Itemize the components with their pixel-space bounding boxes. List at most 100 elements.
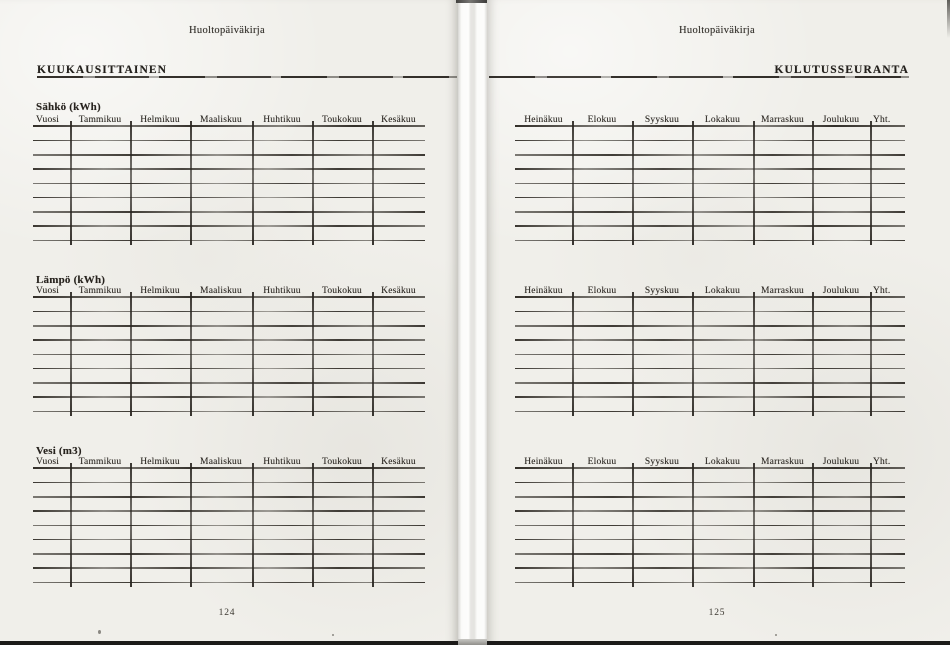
page-right: Huoltopäiväkirja KULUTUSSEURANTA 125 Hei… bbox=[487, 0, 950, 645]
column-divider bbox=[130, 121, 132, 245]
table-row bbox=[515, 156, 905, 171]
table-row bbox=[515, 198, 905, 213]
table-grid bbox=[515, 463, 905, 587]
table-row bbox=[515, 327, 905, 342]
column-header: Joulukuu bbox=[822, 286, 860, 296]
page-title-right: KULUTUSSEURANTA bbox=[774, 64, 909, 76]
column-header: Kesäkuu bbox=[381, 286, 416, 296]
title-rule-left bbox=[37, 76, 457, 78]
column-divider bbox=[130, 463, 132, 587]
scan-bottom-gutter-highlight bbox=[458, 639, 487, 645]
scan-edge-artifact bbox=[947, 0, 950, 38]
column-header: Syyskuu bbox=[644, 115, 680, 125]
column-divider bbox=[632, 292, 634, 416]
table-row bbox=[33, 540, 425, 555]
page-left: Huoltopäiväkirja KUUKAUSITTAINEN 124 Säh… bbox=[0, 0, 458, 645]
table-row bbox=[515, 483, 905, 498]
table-row bbox=[515, 298, 905, 313]
column-header: Huhtikuu bbox=[263, 286, 301, 296]
column-header: Marraskuu bbox=[761, 457, 804, 467]
column-header: Elokuu bbox=[587, 286, 617, 296]
table-row bbox=[33, 355, 425, 370]
column-header: Helmikuu bbox=[140, 457, 180, 467]
column-divider bbox=[753, 292, 755, 416]
table-row bbox=[33, 398, 425, 413]
column-header: Elokuu bbox=[587, 457, 617, 467]
paper-speck bbox=[775, 634, 777, 636]
table-header-row: Vuosi Tammikuu Helmikuu Maaliskuu Huhtikuu To… bbox=[33, 456, 425, 469]
consumption-table: Heinäkuu Elokuu Syyskuu Lokakuu Marraskuu Jou… bbox=[515, 285, 905, 417]
section-label: Lämpö (kWh) bbox=[36, 274, 106, 286]
table-row bbox=[515, 398, 905, 413]
table-row bbox=[33, 569, 425, 584]
table-row bbox=[515, 569, 905, 584]
table-header-row: Heinäkuu Elokuu Syyskuu Lokakuu Marraskuu Jou… bbox=[515, 285, 905, 298]
table-row bbox=[515, 227, 905, 242]
column-header: Huhtikuu bbox=[263, 115, 301, 125]
column-divider bbox=[572, 292, 574, 416]
table-grid bbox=[33, 292, 425, 416]
consumption-table: Vuosi Tammikuu Helmikuu Maaliskuu Huhtikuu To… bbox=[33, 456, 425, 588]
column-header: Lokakuu bbox=[704, 115, 741, 125]
column-header: Tammikuu bbox=[78, 115, 122, 125]
column-header: Maaliskuu bbox=[200, 457, 242, 467]
column-header: Helmikuu bbox=[140, 115, 180, 125]
column-header: Yht. bbox=[873, 115, 891, 125]
column-header: Joulukuu bbox=[822, 115, 860, 125]
column-divider bbox=[870, 292, 872, 416]
table-grid bbox=[33, 463, 425, 587]
table-row bbox=[515, 369, 905, 384]
column-divider bbox=[753, 121, 755, 245]
section-label: Sähkö (kWh) bbox=[36, 101, 101, 113]
column-divider bbox=[312, 463, 314, 587]
title-rule-right bbox=[489, 76, 909, 78]
column-divider bbox=[312, 292, 314, 416]
column-divider bbox=[692, 292, 694, 416]
section-label: Vesi (m3) bbox=[36, 445, 82, 457]
column-header: Helmikuu bbox=[140, 286, 180, 296]
table-row bbox=[33, 312, 425, 327]
column-divider bbox=[190, 121, 192, 245]
table-row bbox=[33, 469, 425, 484]
table-row bbox=[33, 483, 425, 498]
column-header: Syyskuu bbox=[644, 457, 680, 467]
running-header-left: Huoltopäiväkirja bbox=[189, 25, 265, 36]
table-row bbox=[33, 384, 425, 399]
column-header: Heinäkuu bbox=[524, 457, 563, 467]
table-row bbox=[33, 327, 425, 342]
table-row bbox=[515, 384, 905, 399]
column-divider bbox=[252, 292, 254, 416]
table-header-row: Vuosi Tammikuu Helmikuu Maaliskuu Huhtikuu To… bbox=[33, 285, 425, 298]
column-divider bbox=[812, 292, 814, 416]
table-row bbox=[33, 213, 425, 228]
table-row bbox=[515, 512, 905, 527]
column-header: Lokakuu bbox=[704, 286, 741, 296]
column-header: Elokuu bbox=[587, 115, 617, 125]
column-divider bbox=[252, 463, 254, 587]
column-divider bbox=[312, 121, 314, 245]
column-divider bbox=[252, 121, 254, 245]
table-row bbox=[33, 156, 425, 171]
consumption-table: Heinäkuu Elokuu Syyskuu Lokakuu Marraskuu Jou… bbox=[515, 114, 905, 246]
consumption-table: Vuosi Tammikuu Helmikuu Maaliskuu Huhtikuu To… bbox=[33, 114, 425, 246]
column-header: Marraskuu bbox=[761, 286, 804, 296]
consumption-table: Vuosi Tammikuu Helmikuu Maaliskuu Huhtikuu To… bbox=[33, 285, 425, 417]
column-divider bbox=[753, 463, 755, 587]
table-row bbox=[33, 555, 425, 570]
column-divider bbox=[812, 121, 814, 245]
table-row bbox=[515, 184, 905, 199]
table-row bbox=[515, 555, 905, 570]
column-header: Tammikuu bbox=[78, 286, 122, 296]
column-header: Kesäkuu bbox=[381, 115, 416, 125]
paper-speck bbox=[98, 630, 101, 634]
page-title-left: KUUKAUSITTAINEN bbox=[37, 64, 168, 76]
column-header: Heinäkuu bbox=[524, 286, 563, 296]
table-header-row: Heinäkuu Elokuu Syyskuu Lokakuu Marraskuu Jou… bbox=[515, 456, 905, 469]
spine-top-shadow bbox=[456, 0, 487, 3]
column-divider bbox=[632, 121, 634, 245]
column-header: Maaliskuu bbox=[200, 115, 242, 125]
table-grid bbox=[515, 121, 905, 245]
table-row bbox=[515, 341, 905, 356]
column-divider bbox=[870, 121, 872, 245]
column-header: Yht. bbox=[873, 286, 891, 296]
